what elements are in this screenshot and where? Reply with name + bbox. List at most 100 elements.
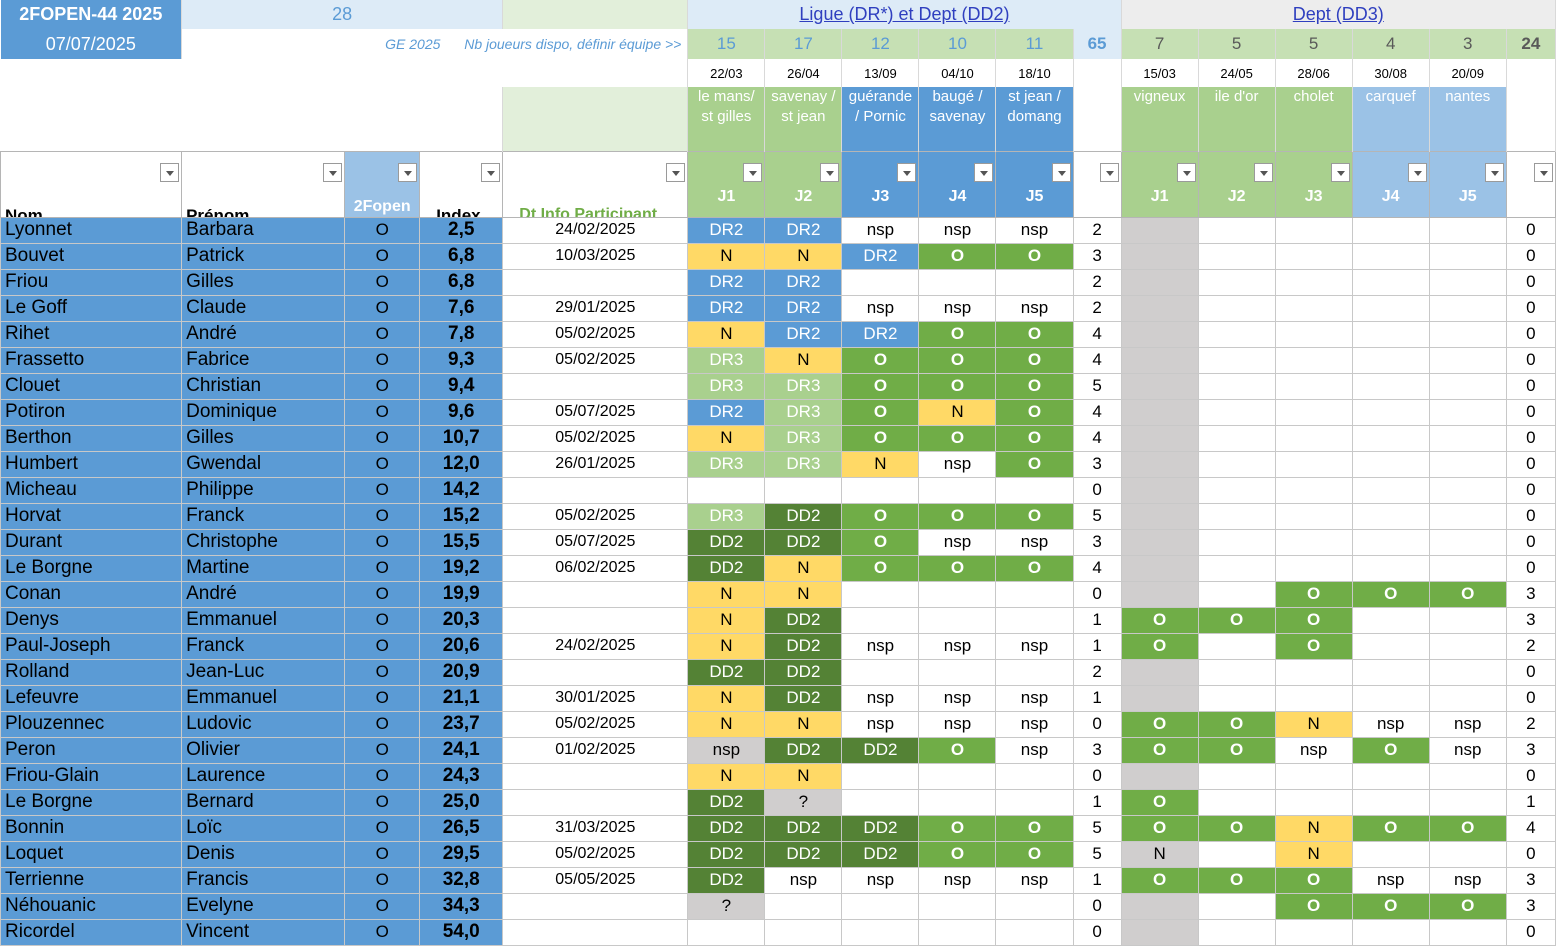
filter-dropdown-icon[interactable] bbox=[974, 163, 994, 182]
cell-ligue-j5[interactable]: O bbox=[995, 814, 1074, 842]
cell-dept-j3[interactable]: O bbox=[1274, 892, 1353, 920]
blank-green-cell[interactable] bbox=[502, 0, 689, 29]
cell-ligue-total[interactable]: 1 bbox=[1072, 632, 1122, 660]
cell-ligue-j1[interactable]: DR3 bbox=[687, 372, 766, 400]
cell-ligue-j4[interactable]: nsp bbox=[918, 294, 997, 322]
cell-nom[interactable]: Paul-Joseph bbox=[0, 632, 183, 660]
col-header-nom[interactable]: Nom bbox=[0, 150, 183, 218]
cell-ligue-j2[interactable]: N bbox=[764, 710, 843, 738]
cell-ligue-j3[interactable]: N bbox=[841, 450, 920, 478]
ligue-count-j4[interactable]: 10 bbox=[918, 29, 997, 59]
cell-dtinfo[interactable]: 05/07/2025 bbox=[502, 398, 689, 426]
col-header-dept-total[interactable] bbox=[1505, 150, 1556, 218]
cell-dtinfo[interactable]: 05/02/2025 bbox=[502, 346, 689, 374]
cell-ligue-j5[interactable]: O bbox=[995, 372, 1074, 400]
cell-ligue-j3[interactable]: nsp bbox=[841, 216, 920, 244]
cell-dtinfo[interactable]: 05/02/2025 bbox=[502, 710, 689, 738]
cell-dtinfo[interactable] bbox=[502, 268, 689, 296]
cell-dept-j3[interactable] bbox=[1274, 372, 1353, 400]
cell-dept-total[interactable]: 3 bbox=[1505, 892, 1556, 920]
cell-index[interactable]: 15,2 bbox=[419, 502, 504, 530]
cell-prenom[interactable]: Franck bbox=[181, 632, 346, 660]
cell-ligue-j5[interactable]: nsp bbox=[995, 294, 1074, 322]
cell-ligue-j3[interactable] bbox=[841, 892, 920, 920]
cell-dept-j4[interactable]: nsp bbox=[1351, 710, 1430, 738]
cell-2fopen[interactable]: O bbox=[344, 554, 421, 582]
dept-date-j4[interactable]: 30/08 bbox=[1352, 59, 1430, 87]
cell-dept-j1[interactable] bbox=[1120, 398, 1199, 426]
cell-ligue-j4[interactable]: nsp bbox=[918, 866, 997, 894]
cell-2fopen[interactable]: O bbox=[344, 684, 421, 712]
cell-prenom[interactable]: Gilles bbox=[181, 268, 346, 296]
cell-prenom[interactable]: Gilles bbox=[181, 424, 346, 452]
cell-dept-j3[interactable] bbox=[1274, 554, 1353, 582]
cell-ligue-j1[interactable]: DD2 bbox=[687, 814, 766, 842]
sheet-title[interactable]: 2FOPEN-44 2025 bbox=[0, 0, 183, 29]
cell-ligue-total[interactable]: 0 bbox=[1072, 918, 1122, 946]
cell-dept-j1[interactable]: O bbox=[1120, 710, 1199, 738]
cell-dept-j4[interactable]: O bbox=[1351, 580, 1430, 608]
cell-dept-total[interactable]: 1 bbox=[1505, 788, 1556, 816]
cell-dept-j4[interactable] bbox=[1351, 684, 1430, 712]
cell-2fopen[interactable]: O bbox=[344, 424, 421, 452]
cell-dept-j4[interactable]: O bbox=[1351, 736, 1430, 764]
cell-ligue-j4[interactable]: nsp bbox=[918, 450, 997, 478]
cell-dept-total[interactable]: 0 bbox=[1505, 268, 1556, 296]
cell-dept-j3[interactable] bbox=[1274, 268, 1353, 296]
cell-2fopen[interactable]: O bbox=[344, 632, 421, 660]
cell-ligue-j4[interactable]: N bbox=[918, 398, 997, 426]
cell-dept-j1[interactable] bbox=[1120, 294, 1199, 322]
cell-prenom[interactable]: Emmanuel bbox=[181, 684, 346, 712]
cell-ligue-j2[interactable]: DD2 bbox=[764, 814, 843, 842]
cell-dept-j2[interactable]: O bbox=[1197, 866, 1276, 894]
ligue-date-j3[interactable]: 13/09 bbox=[841, 59, 920, 87]
blank-cell[interactable] bbox=[1073, 87, 1122, 151]
cell-ligue-j4[interactable]: O bbox=[918, 346, 997, 374]
cell-ligue-j5[interactable]: O bbox=[995, 346, 1074, 374]
cell-2fopen[interactable]: O bbox=[344, 866, 421, 894]
cell-ligue-j5[interactable] bbox=[995, 788, 1074, 816]
cell-index[interactable]: 9,3 bbox=[419, 346, 504, 374]
ge-nb-cell[interactable]: GE 2025 Nb joueurs dispo, définir équipe… bbox=[181, 29, 689, 59]
cell-ligue-j1[interactable]: N bbox=[687, 632, 766, 660]
cell-dept-j2[interactable] bbox=[1197, 892, 1276, 920]
cell-dept-j3[interactable] bbox=[1274, 424, 1353, 452]
cell-ligue-j1[interactable]: N bbox=[687, 684, 766, 712]
cell-dept-j2[interactable] bbox=[1197, 632, 1276, 660]
cell-dtinfo[interactable] bbox=[502, 580, 689, 608]
cell-dept-j2[interactable] bbox=[1197, 580, 1276, 608]
cell-dtinfo[interactable] bbox=[502, 892, 689, 920]
ligue-place-j4[interactable]: baugé / savenay bbox=[918, 87, 997, 151]
cell-dept-j4[interactable] bbox=[1351, 554, 1430, 582]
cell-dept-j1[interactable] bbox=[1120, 918, 1199, 946]
cell-nom[interactable]: Bouvet bbox=[0, 242, 183, 270]
cell-dept-j1[interactable] bbox=[1120, 476, 1199, 504]
cell-dept-total[interactable]: 2 bbox=[1505, 632, 1556, 660]
cell-dept-j3[interactable] bbox=[1274, 476, 1353, 504]
cell-ligue-j4[interactable]: nsp bbox=[918, 216, 997, 244]
cell-dept-j1[interactable] bbox=[1120, 762, 1199, 790]
cell-dept-total[interactable]: 3 bbox=[1505, 736, 1556, 764]
filter-dropdown-icon[interactable] bbox=[160, 163, 180, 182]
cell-dept-j2[interactable] bbox=[1197, 372, 1276, 400]
cell-ligue-j5[interactable]: nsp bbox=[995, 216, 1074, 244]
blank-cell[interactable] bbox=[1506, 59, 1556, 87]
cell-dept-j1[interactable] bbox=[1120, 372, 1199, 400]
cell-dept-j5[interactable] bbox=[1428, 242, 1507, 270]
cell-prenom[interactable]: Fabrice bbox=[181, 346, 346, 374]
cell-dept-j4[interactable]: O bbox=[1351, 892, 1430, 920]
cell-dept-j3[interactable] bbox=[1274, 320, 1353, 348]
cell-dept-j5[interactable] bbox=[1428, 840, 1507, 868]
cell-index[interactable]: 15,5 bbox=[419, 528, 504, 556]
cell-ligue-j3[interactable] bbox=[841, 476, 920, 504]
cell-ligue-j4[interactable]: O bbox=[918, 242, 997, 270]
cell-ligue-j4[interactable]: O bbox=[918, 814, 997, 842]
cell-ligue-j2[interactable]: DD2 bbox=[764, 658, 843, 686]
cell-dept-j4[interactable] bbox=[1351, 320, 1430, 348]
cell-ligue-j5[interactable]: O bbox=[995, 450, 1074, 478]
cell-dept-j4[interactable] bbox=[1351, 476, 1430, 504]
cell-prenom[interactable]: Bernard bbox=[181, 788, 346, 816]
cell-dept-j5[interactable] bbox=[1428, 268, 1507, 296]
cell-dept-j2[interactable]: O bbox=[1197, 606, 1276, 634]
cell-ligue-j1[interactable]: DD2 bbox=[687, 554, 766, 582]
